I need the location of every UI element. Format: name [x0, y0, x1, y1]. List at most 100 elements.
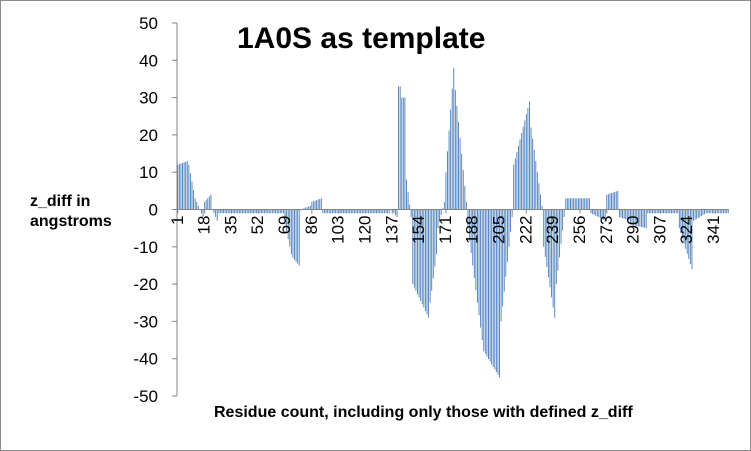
bar	[417, 209, 418, 295]
bar	[193, 189, 195, 210]
bar	[251, 209, 253, 214]
bar	[458, 122, 459, 210]
bar	[312, 201, 314, 210]
bar	[275, 209, 277, 214]
bar	[506, 209, 508, 262]
bar	[573, 198, 575, 210]
bar	[682, 209, 683, 239]
bar	[547, 209, 549, 278]
bar	[379, 209, 381, 214]
bar	[511, 209, 513, 217]
bar	[557, 209, 559, 271]
bar	[426, 209, 428, 315]
bar	[366, 209, 368, 214]
bar	[570, 198, 571, 210]
y-tick-label: -40	[133, 350, 158, 369]
bar	[582, 198, 584, 210]
bar	[707, 209, 709, 214]
bar	[415, 209, 417, 291]
bar	[388, 209, 390, 214]
bar	[634, 209, 636, 226]
bar	[295, 209, 297, 262]
bar	[283, 209, 284, 214]
bar	[290, 209, 292, 255]
bar	[223, 209, 224, 214]
bar	[246, 209, 248, 214]
bar	[297, 209, 299, 264]
bar	[421, 209, 423, 305]
bar	[448, 130, 450, 210]
bar	[565, 198, 567, 210]
x-tick-label: 307	[650, 216, 669, 244]
bar	[202, 209, 204, 217]
bar	[697, 209, 699, 218]
bar	[716, 209, 718, 214]
bar	[339, 209, 341, 214]
bar	[344, 209, 346, 214]
bar	[335, 209, 336, 214]
bar	[675, 209, 677, 214]
bar	[622, 209, 623, 219]
bar	[289, 209, 291, 247]
bar	[462, 170, 464, 210]
bar	[639, 209, 641, 227]
bar	[245, 209, 247, 214]
bar	[532, 138, 534, 210]
bar	[204, 202, 206, 210]
bar	[691, 209, 693, 270]
bar	[429, 209, 431, 303]
bar	[412, 209, 414, 285]
bar	[346, 209, 347, 214]
bar	[677, 209, 679, 214]
bar	[614, 191, 616, 210]
bar	[268, 209, 270, 214]
bar	[563, 209, 565, 217]
bar	[721, 209, 723, 214]
bar	[502, 209, 504, 307]
bar	[549, 209, 551, 288]
bar	[404, 97, 406, 210]
bar	[363, 209, 365, 214]
y-tick-label: 50	[139, 14, 158, 33]
y-tick-label: -30	[133, 312, 158, 331]
bar	[413, 209, 415, 288]
bar	[350, 209, 352, 214]
bar	[434, 209, 436, 267]
bar	[489, 209, 491, 362]
bar	[618, 209, 620, 217]
x-tick-label: 273	[597, 216, 616, 244]
bar	[394, 209, 396, 216]
bar	[519, 139, 521, 210]
bar	[497, 209, 499, 375]
x-tick-label: 205	[490, 216, 509, 244]
bar	[205, 200, 207, 210]
bar	[278, 209, 280, 214]
bar	[327, 209, 329, 214]
bar	[678, 209, 680, 229]
x-axis-label: Residue count, including only those with…	[214, 404, 633, 421]
x-tick-label: 120	[355, 216, 374, 244]
bar	[360, 209, 362, 214]
bar	[669, 209, 671, 214]
bar	[207, 198, 209, 210]
bar	[637, 209, 639, 227]
bar	[581, 198, 582, 210]
bar	[450, 109, 452, 210]
bar	[476, 209, 478, 303]
bar	[317, 199, 319, 210]
bar	[249, 209, 251, 214]
bar	[182, 162, 183, 210]
bar	[316, 200, 318, 210]
bar	[568, 198, 570, 210]
bar	[194, 198, 196, 210]
y-tick-label: -20	[133, 275, 158, 294]
bar	[648, 209, 650, 214]
bar	[324, 209, 325, 214]
bar	[322, 209, 324, 214]
bar	[221, 209, 223, 214]
bar	[636, 209, 638, 226]
bar	[555, 209, 557, 285]
bar	[495, 209, 497, 373]
bar	[500, 209, 502, 322]
x-tick-label: 154	[409, 216, 428, 244]
